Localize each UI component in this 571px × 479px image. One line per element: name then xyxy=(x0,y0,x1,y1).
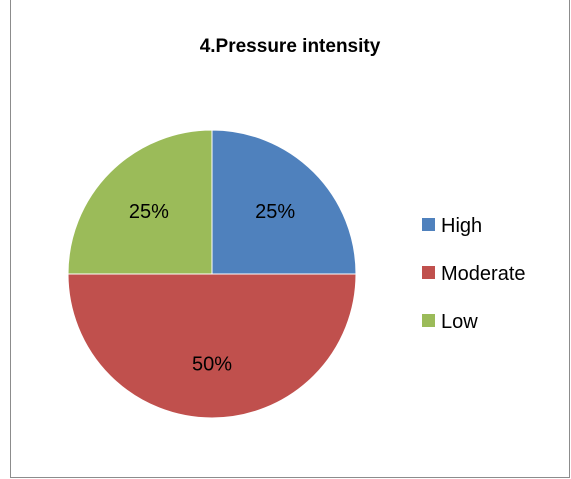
data-label-moderate: 50% xyxy=(192,353,232,375)
legend-item-high: High xyxy=(422,215,482,237)
legend-swatch-low xyxy=(422,314,435,327)
chart-title: 4.Pressure intensity xyxy=(199,36,381,57)
pie-slice-low xyxy=(67,129,213,275)
pie-slice-high xyxy=(211,129,357,275)
legend-label-high: High xyxy=(441,215,482,237)
legend-label-low: Low xyxy=(441,311,478,333)
legend-item-low: Low xyxy=(422,311,478,333)
data-label-high: 25% xyxy=(255,201,295,223)
data-label-low: 25% xyxy=(129,201,169,223)
pie-slice-moderate xyxy=(67,273,357,419)
legend-item-moderate: Moderate xyxy=(422,263,526,285)
legend-swatch-moderate xyxy=(422,266,435,279)
legend-label-moderate: Moderate xyxy=(441,263,526,285)
legend-swatch-high xyxy=(422,218,435,231)
